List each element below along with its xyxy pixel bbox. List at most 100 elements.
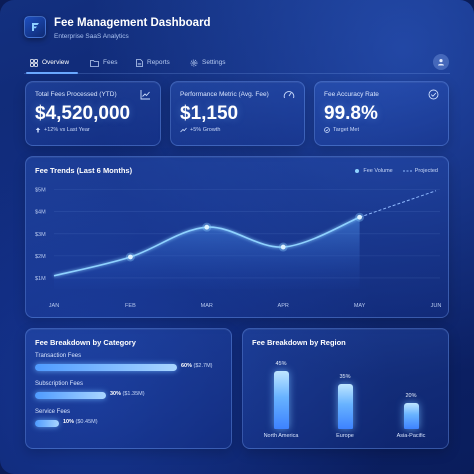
- kpi-label: Performance Metric (Avg. Fee): [180, 91, 269, 98]
- category-breakdown-card: Fee Breakdown by Category Transaction Fe…: [25, 328, 232, 449]
- tab-overview[interactable]: Overview: [30, 53, 69, 72]
- region-breakdown-title: Fee Breakdown by Region: [252, 338, 346, 347]
- category-percent: 60%: [181, 363, 194, 369]
- tab-label: Fees: [103, 59, 118, 66]
- gear-icon: [190, 59, 198, 66]
- folder-icon: [90, 59, 99, 67]
- gauge-icon: [283, 91, 295, 99]
- tab-label: Settings: [202, 59, 226, 66]
- category-bar: [35, 364, 177, 371]
- category-label: Transaction Fees: [35, 353, 82, 359]
- kpi-change-text: +5% Growth: [190, 127, 221, 133]
- document-icon: [136, 58, 143, 67]
- page-subtitle: Enterprise SaaS Analytics: [54, 33, 129, 40]
- category-value: 10% ($0.45M): [63, 419, 98, 425]
- kpi-value: 99.8%: [324, 103, 378, 124]
- category-row: Service Fees 10% ($0.45M): [35, 409, 241, 427]
- category-value: 30% ($1.35M): [110, 391, 145, 397]
- category-amount: ($0.45M): [75, 419, 98, 425]
- region-percent: 35%: [339, 374, 351, 380]
- x-tick-label: MAR: [201, 303, 213, 309]
- chart-legend: Fee Volume Projected: [354, 168, 438, 174]
- region-label: Asia-Pacific: [396, 433, 426, 439]
- kpi-change: Target Met: [324, 127, 359, 133]
- chart-title: Fee Trends (Last 6 Months): [35, 166, 133, 175]
- legend-item-fee-volume: Fee Volume: [354, 168, 393, 174]
- y-tick-label: $2M: [35, 254, 46, 260]
- kpi-change: +12% vs Last Year: [35, 127, 90, 133]
- y-tick-label: $3M: [35, 232, 46, 238]
- nav-tabs: Overview Fees Reports Settings: [24, 53, 450, 72]
- nav-divider: [24, 73, 450, 74]
- tab-label: Reports: [147, 59, 170, 66]
- kpi-value: $1,150: [180, 103, 239, 124]
- category-amount: ($1.35M): [122, 391, 145, 397]
- check-circle-icon: [428, 89, 439, 100]
- tab-fees[interactable]: Fees: [90, 53, 117, 72]
- category-percent: 30%: [110, 391, 123, 397]
- region-label: North America: [263, 433, 299, 439]
- category-row: Transaction Fees 60% ($2.7M): [35, 353, 241, 371]
- data-point[interactable]: [204, 224, 210, 230]
- legend-label: Fee Volume: [363, 168, 393, 174]
- fee-trends-card: Fee Trends (Last 6 Months) Fee Volume Pr…: [25, 156, 449, 318]
- data-point[interactable]: [357, 214, 362, 220]
- x-tick-label: FEB: [125, 303, 136, 309]
- region-label: Europe: [336, 433, 354, 439]
- region-bar[interactable]: [403, 403, 419, 429]
- fee-trends-chart: $1M $2M $3M $4M $5M JAN FEB MAR APR MAY JUN: [35, 188, 442, 309]
- region-percent: 45%: [275, 361, 287, 367]
- active-tab-indicator: [26, 72, 78, 74]
- x-tick-label: MAY: [354, 303, 366, 309]
- x-tick-label: JAN: [49, 303, 59, 309]
- region-percent: 20%: [405, 393, 417, 399]
- fee-volume-area: [54, 217, 360, 289]
- kpi-card-accuracy: Fee Accuracy Rate 99.8% Target Met: [314, 81, 449, 146]
- region-breakdown-card: Fee Breakdown by Region 45% North America…: [242, 328, 449, 449]
- category-row: Subscription Fees 30% ($1.35M): [35, 381, 241, 399]
- kpi-change-text: +12% vs Last Year: [44, 127, 90, 133]
- legend-label: Projected: [414, 168, 438, 174]
- kpi-label: Total Fees Processed (YTD): [35, 91, 117, 98]
- trend-up-icon: [180, 127, 187, 133]
- kpi-label: Fee Accuracy Rate: [324, 91, 379, 98]
- logo-f-icon: [32, 23, 39, 31]
- page-title: Fee Management Dashboard: [54, 17, 211, 29]
- category-bar: [35, 392, 106, 399]
- category-bar: [35, 420, 59, 427]
- region-bar[interactable]: [273, 371, 289, 429]
- category-label: Subscription Fees: [35, 381, 84, 387]
- header: Fee Management Dashboard Enterprise SaaS…: [24, 14, 450, 46]
- trend-chart-icon: [140, 90, 150, 100]
- kpi-value: $4,520,000: [35, 103, 131, 124]
- y-tick-label: $5M: [35, 188, 46, 194]
- y-tick-label: $1M: [35, 276, 46, 282]
- tab-reports[interactable]: Reports: [136, 53, 170, 72]
- kpi-change-text: Target Met: [333, 127, 359, 133]
- tab-label: Overview: [42, 59, 70, 66]
- y-tick-label: $4M: [35, 210, 46, 216]
- profile-button[interactable]: [433, 54, 449, 70]
- category-percent: 10%: [63, 419, 76, 425]
- kpi-card-avg-fee: Performance Metric (Avg. Fee) $1,150 +5%…: [170, 81, 305, 146]
- grid-icon: [30, 58, 38, 67]
- category-value: 60% ($2.7M): [181, 363, 213, 369]
- data-point[interactable]: [128, 254, 133, 260]
- legend-dash-icon: [402, 170, 412, 172]
- tab-settings[interactable]: Settings: [190, 53, 226, 72]
- x-tick-label: JUN: [431, 303, 442, 309]
- check-circle-icon: [324, 127, 330, 133]
- category-breakdown-title: Fee Breakdown by Category: [35, 338, 136, 347]
- projected-line: [359, 190, 437, 218]
- legend-dot-icon: [355, 169, 360, 173]
- x-tick-label: APR: [278, 303, 289, 309]
- arrow-up-icon: [35, 127, 41, 133]
- app-logo: [24, 16, 46, 38]
- kpi-card-total-fees: Total Fees Processed (YTD) $4,520,000 +1…: [25, 81, 161, 146]
- category-label: Service Fees: [35, 409, 71, 415]
- user-icon: [438, 59, 444, 66]
- legend-item-projected: Projected: [402, 168, 438, 174]
- data-point[interactable]: [280, 244, 286, 250]
- region-bar[interactable]: [337, 384, 353, 429]
